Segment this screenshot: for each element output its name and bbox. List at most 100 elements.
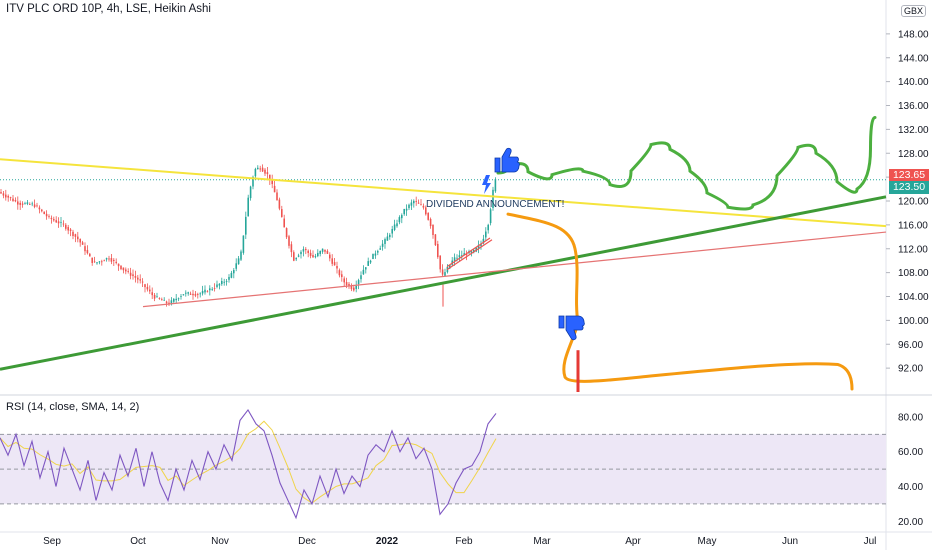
candle-body bbox=[480, 243, 482, 247]
rsi-line bbox=[0, 408, 497, 520]
candle-body bbox=[237, 258, 240, 265]
candle-body bbox=[21, 203, 24, 205]
candle-body bbox=[377, 251, 379, 253]
candle-body bbox=[180, 296, 182, 297]
candle-body bbox=[321, 248, 324, 252]
candle-body bbox=[422, 205, 425, 208]
bearish-projection-path bbox=[506, 212, 854, 391]
candle-body bbox=[12, 198, 14, 201]
rsi-tick-label: 60.00 bbox=[898, 447, 923, 458]
candle-body bbox=[38, 207, 41, 210]
time-tick-label: Jul bbox=[864, 536, 877, 547]
candle-body bbox=[115, 261, 117, 263]
candle-body bbox=[211, 288, 213, 290]
candle-body bbox=[290, 244, 293, 253]
candle-body bbox=[463, 253, 465, 255]
candle-body bbox=[348, 283, 350, 286]
bullish-projection-path bbox=[496, 115, 877, 211]
candle-body bbox=[108, 258, 110, 260]
candle-body bbox=[396, 223, 398, 227]
candle-body bbox=[60, 221, 62, 223]
candle-body bbox=[249, 186, 252, 199]
candle-body bbox=[429, 218, 432, 227]
candle-body bbox=[89, 253, 91, 257]
candle-body bbox=[125, 269, 127, 272]
candle-body bbox=[79, 239, 81, 243]
candle-body bbox=[197, 293, 199, 295]
candle-body bbox=[218, 283, 221, 286]
candle-body bbox=[221, 280, 223, 285]
candle-body bbox=[113, 259, 115, 261]
candle-body bbox=[269, 174, 271, 181]
candle-body bbox=[473, 250, 475, 253]
candle-body bbox=[177, 298, 180, 300]
candle-body bbox=[453, 257, 456, 262]
candle-body bbox=[153, 294, 156, 299]
candle-body bbox=[110, 258, 113, 262]
candle-body bbox=[141, 281, 144, 283]
candle-body bbox=[67, 227, 69, 231]
candle-body bbox=[41, 209, 43, 212]
candle-body bbox=[305, 248, 307, 251]
candle-body bbox=[456, 257, 458, 259]
price-tick-label: 136.00 bbox=[898, 101, 929, 112]
candle-body bbox=[384, 239, 386, 244]
time-tick-label: Sep bbox=[43, 536, 61, 547]
candle-body bbox=[415, 201, 417, 202]
price-tick-label: 108.00 bbox=[898, 268, 929, 279]
candle-body bbox=[257, 167, 259, 170]
time-tick-label: Feb bbox=[455, 536, 473, 547]
candle-body bbox=[139, 279, 141, 281]
candle-body bbox=[259, 168, 261, 170]
candle-body bbox=[365, 267, 367, 270]
wedge-lines bbox=[446, 237, 493, 271]
candle-body bbox=[19, 202, 21, 205]
candle-body bbox=[31, 203, 33, 205]
candle-body bbox=[261, 167, 264, 172]
candle-body bbox=[343, 278, 345, 283]
candle-body bbox=[432, 224, 434, 235]
candle-body bbox=[170, 300, 173, 304]
candle-body bbox=[458, 255, 461, 258]
candle-body bbox=[50, 217, 53, 220]
candle-body bbox=[204, 289, 206, 293]
candle-body bbox=[276, 192, 278, 201]
candle-body bbox=[84, 246, 86, 252]
candle-body bbox=[14, 200, 17, 202]
last-price-badge-green: 123.50 bbox=[889, 181, 929, 194]
candle-body bbox=[144, 284, 146, 288]
candle-body bbox=[29, 204, 31, 205]
candle-body bbox=[74, 234, 77, 237]
candle-body bbox=[134, 275, 137, 278]
chart-title: ITV PLC ORD 10P, 4h, LSE, Heikin Ashi bbox=[6, 3, 211, 15]
candle-body bbox=[285, 228, 288, 238]
candle-body bbox=[439, 255, 441, 270]
candle-body bbox=[189, 293, 192, 295]
candle-body bbox=[213, 288, 216, 289]
candle-body bbox=[45, 213, 48, 217]
time-tick-label: Nov bbox=[211, 536, 229, 547]
candle-body bbox=[427, 213, 429, 220]
candle-body bbox=[77, 236, 79, 240]
candle-body bbox=[398, 217, 401, 223]
candle-body bbox=[7, 195, 9, 198]
candle-body bbox=[173, 298, 175, 302]
candle-body bbox=[24, 203, 26, 205]
candle-body bbox=[225, 281, 228, 282]
time-tick-label: May bbox=[698, 536, 717, 547]
candle-body bbox=[309, 252, 312, 256]
candle-body bbox=[209, 288, 211, 291]
price-tick-label: 120.00 bbox=[898, 197, 929, 208]
candle-body bbox=[386, 236, 389, 241]
candle-body bbox=[201, 290, 204, 294]
candle-body bbox=[185, 292, 187, 294]
candle-body bbox=[355, 285, 357, 289]
candle-body bbox=[98, 261, 101, 263]
candle-body bbox=[297, 255, 300, 257]
time-tick-label: Mar bbox=[533, 536, 551, 547]
support-trendline bbox=[0, 195, 887, 371]
currency-badge[interactable]: GBX bbox=[901, 5, 927, 17]
price-tick-label: 116.00 bbox=[898, 220, 928, 231]
candle-body bbox=[247, 197, 249, 217]
